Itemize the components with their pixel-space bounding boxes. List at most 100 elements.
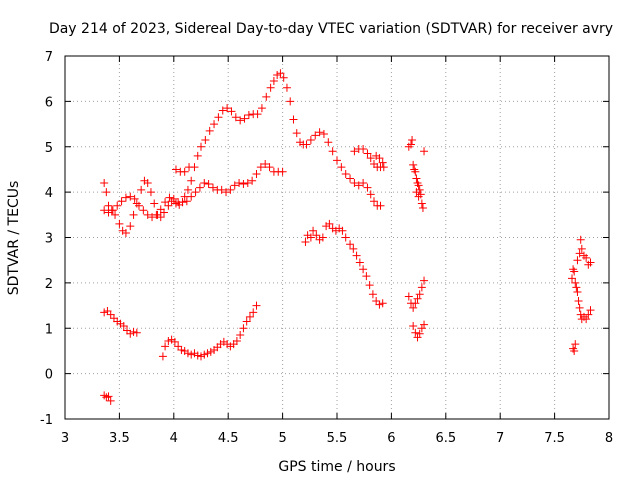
data-point — [309, 226, 318, 235]
data-point — [575, 303, 584, 312]
x-tick-label: 8 — [605, 431, 613, 446]
y-tick-label: 2 — [45, 277, 53, 292]
data-point — [104, 208, 113, 217]
x-axis-label: GPS time / hours — [278, 459, 395, 475]
data-point — [249, 308, 258, 317]
data-point — [411, 299, 420, 308]
data-point — [586, 258, 595, 267]
data-point — [229, 340, 238, 349]
data-point — [412, 188, 421, 197]
data-point — [409, 160, 418, 169]
x-tick-label: 7 — [496, 431, 504, 446]
data-point — [203, 349, 212, 358]
data-point — [129, 210, 138, 219]
data-point — [100, 206, 109, 215]
y-tick-label: 7 — [45, 50, 53, 65]
data-point — [355, 258, 364, 267]
data-point — [226, 185, 235, 194]
data-point — [412, 174, 421, 183]
data-point — [276, 69, 285, 78]
x-tick-label: 4 — [170, 431, 178, 446]
data-point — [164, 201, 173, 210]
data-point — [239, 179, 248, 188]
data-point — [183, 185, 192, 194]
data-point — [170, 337, 179, 346]
data-point — [568, 274, 577, 283]
series-track-j — [404, 276, 429, 342]
data-point — [408, 135, 417, 144]
data-point — [102, 188, 111, 197]
data-point — [106, 396, 115, 405]
data-point — [346, 174, 355, 183]
data-point — [301, 238, 310, 247]
data-point — [261, 159, 270, 168]
data-point — [143, 210, 152, 219]
x-tick-label: 5 — [278, 431, 286, 446]
data-point — [245, 312, 254, 321]
data-points — [100, 69, 595, 405]
data-point — [349, 244, 358, 253]
data-point — [191, 188, 200, 197]
data-point — [171, 165, 180, 174]
data-point — [143, 179, 152, 188]
data-point — [289, 115, 298, 124]
data-point — [200, 179, 209, 188]
data-point — [311, 131, 320, 140]
data-point — [282, 83, 291, 92]
data-point — [235, 179, 244, 188]
data-point — [161, 198, 170, 207]
data-point — [187, 176, 196, 185]
gridlines — [65, 56, 609, 419]
x-tick-label: 6 — [387, 431, 395, 446]
data-point — [115, 219, 124, 228]
y-tick-label: 5 — [45, 141, 53, 156]
data-point — [152, 210, 161, 219]
data-point — [350, 147, 359, 156]
data-point — [576, 235, 585, 244]
data-point — [584, 310, 593, 319]
data-point — [372, 297, 381, 306]
series-track-i — [404, 135, 429, 213]
data-point — [318, 233, 327, 242]
data-point — [406, 140, 415, 149]
data-point — [414, 181, 423, 190]
x-tick-labels: 3 3.5 4 4.5 5 5.5 6 6.5 7 7.5 8 — [61, 431, 613, 446]
data-point — [404, 292, 413, 301]
data-point — [573, 256, 582, 265]
data-point — [139, 206, 148, 215]
x-tick-label: 7.5 — [544, 431, 565, 446]
data-point — [375, 154, 384, 163]
data-point — [230, 181, 239, 190]
data-point — [328, 147, 337, 156]
series-track-b — [100, 159, 287, 222]
data-point — [129, 327, 138, 336]
data-point — [365, 281, 374, 290]
data-point — [306, 135, 315, 144]
series-track-d — [350, 145, 388, 172]
data-point — [417, 199, 426, 208]
data-point — [244, 110, 253, 119]
data-point — [420, 276, 429, 285]
data-point — [315, 128, 324, 137]
data-point — [269, 76, 278, 85]
data-point — [252, 301, 261, 310]
data-point — [156, 205, 165, 214]
data-point — [279, 73, 288, 82]
data-point — [100, 179, 109, 188]
data-point — [227, 107, 236, 116]
data-point — [324, 138, 333, 147]
data-point — [256, 163, 265, 172]
data-point — [161, 342, 170, 351]
data-point — [242, 317, 251, 326]
series-track-c — [171, 163, 194, 176]
data-point — [164, 336, 173, 345]
series-track-f — [100, 391, 115, 405]
data-point — [409, 321, 418, 330]
data-point — [378, 158, 387, 167]
series-track-a — [100, 69, 385, 237]
data-point — [104, 392, 113, 401]
data-point — [414, 192, 423, 201]
data-point — [378, 299, 387, 308]
data-point — [575, 249, 584, 258]
